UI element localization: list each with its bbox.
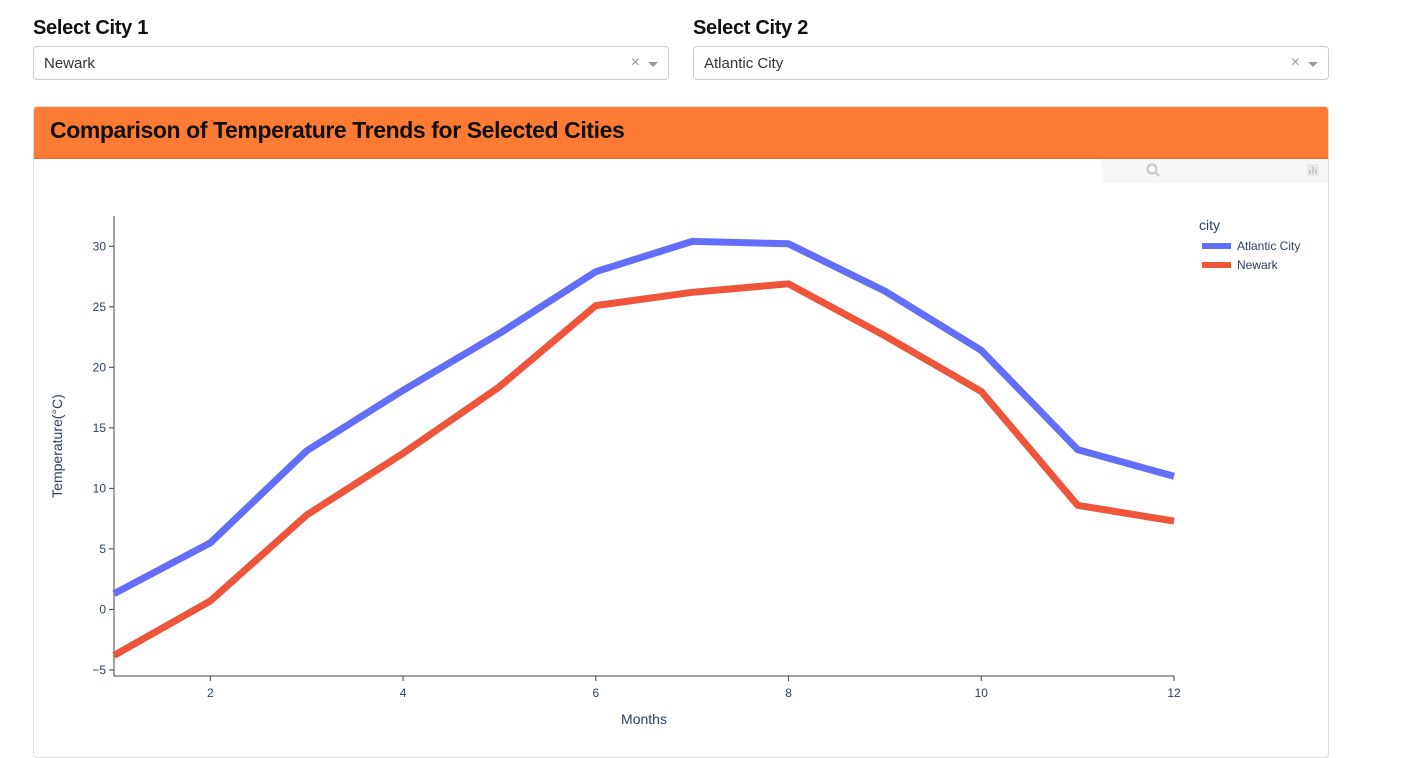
series-line-atlantic-city[interactable] [112, 237, 1175, 597]
legend-title: city [1199, 217, 1220, 233]
y-tick-label: 30 [93, 239, 107, 253]
city1-dropdown[interactable]: Newark × [33, 46, 669, 80]
x-axis-title: Months [621, 711, 667, 727]
card-title: Comparison of Temperature Trends for Sel… [50, 117, 625, 143]
city1-label: Select City 1 [33, 17, 149, 39]
city2-select-group: Select City 2 Atlantic City × [693, 14, 1329, 84]
city2-selected-value: Atlantic City [704, 55, 784, 72]
clear-icon[interactable]: × [1290, 54, 1300, 71]
city1-selected-value: Newark [44, 55, 95, 72]
y-tick-label: 0 [99, 602, 106, 616]
temperature-line-chart[interactable]: −5 0 5 10 15 20 25 30 2 4 6 8 10 12 Months Temperatur… [34, 158, 1328, 758]
y-tick-label: 5 [99, 542, 106, 556]
chevron-down-icon[interactable] [1308, 62, 1318, 67]
plot-modebar [1102, 159, 1328, 183]
x-tick-label: 2 [207, 686, 214, 700]
x-tick-label: 10 [975, 686, 989, 700]
chevron-down-icon[interactable] [648, 62, 658, 67]
plotly-logo-icon[interactable] [1306, 163, 1320, 177]
city1-select-group: Select City 1 Newark × [33, 14, 669, 84]
x-tick-label: 6 [592, 686, 599, 700]
clear-icon[interactable]: × [630, 54, 640, 71]
chart-card: Comparison of Temperature Trends for Sel… [33, 106, 1329, 758]
x-tick-label: 12 [1167, 686, 1181, 700]
x-tick-label: 8 [785, 686, 792, 700]
x-tick-label: 4 [400, 686, 407, 700]
city2-dropdown[interactable]: Atlantic City × [693, 46, 1329, 80]
y-axis-title: Temperature(°C) [49, 394, 65, 498]
y-tick-label: 25 [93, 300, 107, 314]
card-header: Comparison of Temperature Trends for Sel… [34, 107, 1328, 159]
city2-label: Select City 2 [693, 17, 809, 39]
series-line-newark[interactable] [112, 280, 1175, 659]
zoom-icon[interactable] [1146, 163, 1160, 177]
legend-item-label[interactable]: Newark [1237, 258, 1279, 272]
y-tick-label: 15 [93, 421, 107, 435]
y-tick-label: −5 [92, 663, 106, 677]
legend-item-label[interactable]: Atlantic City [1237, 239, 1300, 253]
y-tick-label: 20 [93, 360, 107, 374]
y-tick-label: 10 [93, 481, 107, 495]
